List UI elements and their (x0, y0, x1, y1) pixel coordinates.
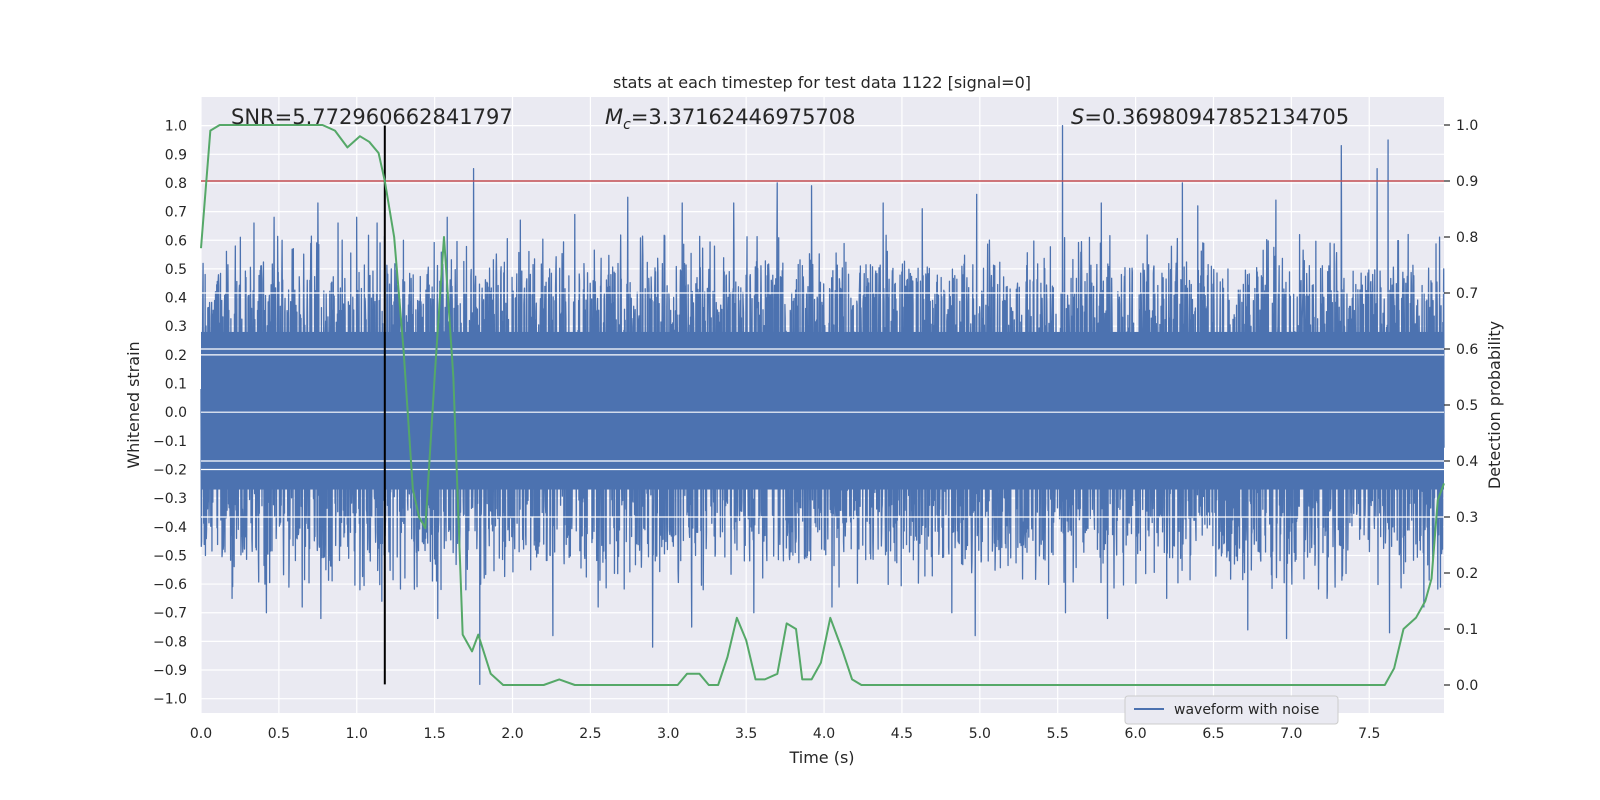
waveform-with-noise-series (200, 125, 1445, 685)
y-tick-label-11: −0.1 (153, 434, 187, 450)
x-tick-label-8: 4.0 (813, 726, 835, 742)
y-tick-label-20: −1.0 (153, 692, 187, 708)
legend: waveform with noise (1124, 695, 1339, 725)
y2-tick-label-8: 0.2 (1456, 566, 1478, 582)
y2-tick-label-6: 0.4 (1456, 454, 1478, 470)
y2-tick-label-1: 0.9 (1456, 174, 1478, 190)
x-tick-label-13: 6.5 (1202, 726, 1224, 742)
x-tick-label-6: 3.0 (657, 726, 679, 742)
y-tick-label-1: 0.9 (165, 147, 187, 163)
y-tick-label-5: 0.5 (165, 262, 187, 278)
detection-probability-series (200, 124, 1445, 686)
x-tick-label-12: 6.0 (1124, 726, 1146, 742)
y-tick-label-10: 0.0 (165, 405, 187, 421)
y2-tick-label-5: 0.5 (1456, 398, 1478, 414)
x-tick-label-4: 2.0 (501, 726, 523, 742)
y-tick-label-7: 0.3 (165, 319, 187, 335)
y-tick-label-17: −0.7 (153, 606, 187, 622)
y2-tick-label-2: 0.8 (1456, 230, 1478, 246)
y-tick-label-3: 0.7 (165, 205, 187, 221)
probability-line (200, 124, 1445, 686)
y-tick-label-4: 0.6 (165, 233, 187, 249)
y-axis-label: Whitened strain (124, 341, 143, 468)
y2-tick-label-0: 1.0 (1456, 118, 1478, 134)
y-tick-label-0: 1.0 (165, 119, 187, 135)
y-tick-label-19: −0.9 (153, 663, 187, 679)
y-tick-label-12: −0.2 (153, 462, 187, 478)
x-tick-label-7: 3.5 (735, 726, 757, 742)
chirp-mass-symbol: M (605, 105, 623, 129)
chart-title: stats at each timestep for test data 112… (613, 73, 1031, 92)
s-annotation: S=0.36980947852134705 (1071, 105, 1349, 129)
legend-entry-waveform: waveform with noise (1174, 702, 1319, 718)
y-tick-label-2: 0.8 (165, 176, 187, 192)
x-tick-label-11: 5.5 (1047, 726, 1069, 742)
chirp-mass-value: =3.37162446975708 (631, 105, 856, 129)
y-tick-label-9: 0.1 (165, 377, 187, 393)
x-tick-label-14: 7.0 (1280, 726, 1302, 742)
x-axis-ticks: 0.0 0.5 1.0 1.5 2.0 2.5 3.0 3.5 4.0 4.5 5.0 5.5 6.0 6… (190, 726, 1380, 742)
snr-annotation: SNR=5.772960662841797 (231, 105, 513, 129)
y-tick-label-6: 0.4 (165, 291, 187, 307)
chirp-mass-annotation: Mc=3.37162446975708 (605, 105, 856, 133)
y-tick-label-8: 0.2 (165, 348, 187, 364)
chirp-mass-subscript: c (623, 117, 631, 133)
x-tick-label-1: 0.5 (268, 726, 290, 742)
x-tick-label-9: 4.5 (891, 726, 913, 742)
y2-tick-label-7: 0.3 (1456, 510, 1478, 526)
overlay-lines (201, 125, 1444, 685)
x-axis-label: Time (s) (788, 748, 854, 767)
x-tick-label-2: 1.0 (346, 726, 368, 742)
y-tick-label-14: −0.4 (153, 520, 187, 536)
legend-box (1124, 695, 1339, 725)
x-tick-label-3: 1.5 (424, 726, 446, 742)
y-tick-label-16: −0.6 (153, 577, 187, 593)
x-tick-label-15: 7.5 (1358, 726, 1380, 742)
y-axis-ticks: 1.0 0.9 0.8 0.7 0.6 0.5 0.4 0.3 0.2 0.1 0.0 −0.1 −0.… (153, 119, 187, 708)
y2-tick-label-3: 0.7 (1456, 286, 1478, 302)
y2-axis-ticks: 1.0 0.9 0.8 0.7 0.6 0.5 0.4 0.3 0.2 0.1 0.0 (1444, 118, 1478, 694)
y2-tick-label-9: 0.1 (1456, 622, 1478, 638)
y-tick-label-15: −0.5 (153, 548, 187, 564)
y2-tick-label-4: 0.6 (1456, 342, 1478, 358)
y2-tick-label-10: 0.0 (1456, 678, 1478, 694)
s-value: =0.36980947852134705 (1084, 105, 1349, 129)
x-tick-label-5: 2.5 (579, 726, 601, 742)
x-tick-label-0: 0.0 (190, 726, 212, 742)
y-tick-label-13: −0.3 (153, 491, 187, 507)
x-tick-label-10: 5.0 (969, 726, 991, 742)
y2-axis-label: Detection probability (1485, 321, 1504, 489)
s-symbol: S (1071, 105, 1084, 129)
y-tick-label-18: −0.8 (153, 634, 187, 650)
waveform-core-band (201, 331, 1444, 490)
